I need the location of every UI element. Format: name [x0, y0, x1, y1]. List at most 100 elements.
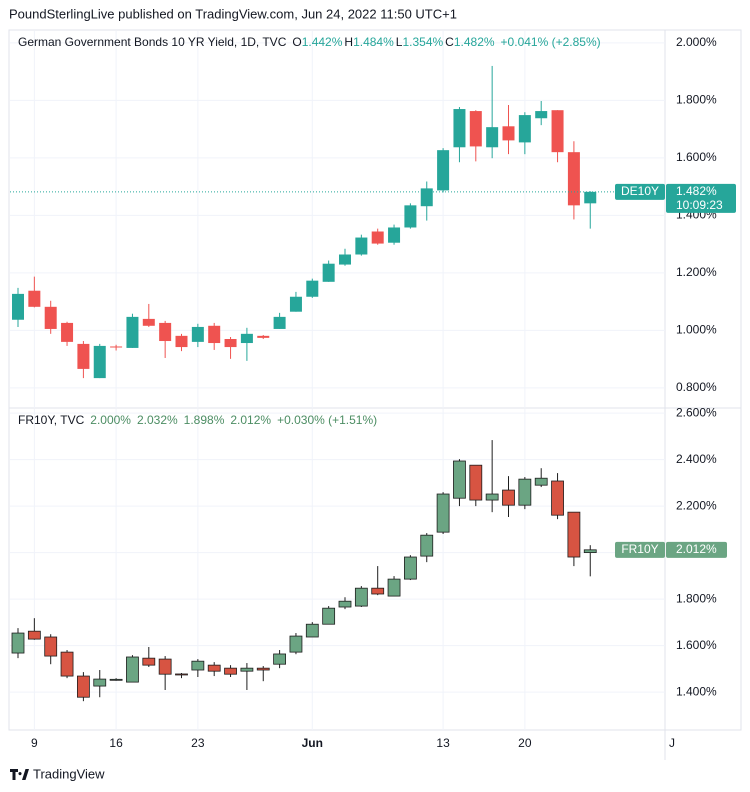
legend-part: FR10Y, TVC — [18, 413, 85, 427]
tv-logo — [10, 769, 29, 780]
candle-body — [518, 478, 532, 506]
candle-body — [403, 556, 417, 580]
x-tick-label: 13 — [436, 736, 450, 750]
candle-body — [257, 335, 270, 338]
y-tick-label: 1.600% — [676, 638, 717, 652]
legend-part: 1.482% — [454, 35, 495, 49]
candle-body — [502, 489, 515, 506]
candle-body — [551, 480, 564, 516]
candle-body — [12, 293, 24, 320]
x-tick-label: Jun — [302, 736, 323, 750]
candle-body — [355, 237, 368, 255]
candle-body — [93, 345, 106, 379]
candle-body — [584, 191, 597, 204]
candle-body — [551, 110, 564, 153]
candle-body — [420, 188, 433, 207]
candle-body — [338, 600, 352, 608]
legend-part: German Government Bonds 10 YR Yield, 1D,… — [18, 35, 287, 49]
y-tick-label: 1.200% — [676, 265, 717, 279]
publish-header: PoundSterlingLive published on TradingVi… — [9, 6, 457, 21]
legend-part: +0.030% (+1.51%) — [277, 413, 377, 427]
candle-body — [387, 578, 401, 597]
candle-body — [273, 653, 287, 665]
candle-body — [224, 667, 237, 675]
candle-body — [44, 306, 57, 329]
candle-body — [485, 493, 499, 501]
legend-part: 2.032% — [137, 413, 178, 427]
candle-body — [354, 587, 368, 607]
x-tick-label: 16 — [109, 736, 123, 750]
candle-body — [371, 231, 384, 244]
candle-body — [191, 326, 204, 342]
candle-body — [469, 464, 483, 501]
candle-body — [110, 346, 123, 348]
candle-body — [28, 290, 41, 307]
symbol-tag — [615, 541, 665, 558]
candle-body — [44, 636, 58, 657]
footer-brand: TradingView — [33, 766, 105, 781]
legend-part: 1.354% — [402, 35, 443, 49]
candle-body — [11, 632, 25, 654]
legend-part: L — [396, 35, 403, 49]
candle-body — [486, 127, 499, 148]
candle-body — [191, 660, 205, 671]
candle-body — [567, 152, 580, 206]
candle-body — [583, 549, 597, 554]
x-tick-label: 23 — [191, 736, 205, 750]
candle-body — [371, 587, 385, 595]
x-tick-label: 20 — [518, 736, 532, 750]
candle-body — [322, 263, 335, 282]
symbol-tag — [615, 183, 665, 200]
candle-body — [306, 280, 319, 297]
candle-body — [27, 630, 41, 640]
candle-body — [207, 664, 221, 672]
y-tick-label: 2.600% — [676, 405, 717, 419]
candle-body — [436, 493, 450, 533]
candle-body — [289, 296, 302, 312]
candle-body — [420, 534, 434, 557]
y-tick-label: 1.800% — [676, 591, 717, 605]
legend: German Government Bonds 10 YR Yield, 1D,… — [18, 35, 601, 49]
candle-body — [567, 511, 581, 558]
symbol-tag-text: FR10Y — [621, 542, 658, 556]
candle-body — [93, 678, 107, 687]
candle-body — [142, 318, 155, 326]
y-tick-label: 1.000% — [676, 323, 717, 337]
candle-body — [289, 635, 303, 653]
candle-body — [61, 322, 74, 342]
candle-body — [126, 316, 139, 348]
candle-body — [388, 227, 401, 243]
candle-body — [158, 658, 172, 675]
candle-body — [142, 657, 156, 666]
candle-body — [453, 109, 466, 148]
candle-body — [175, 673, 188, 676]
candle-body — [77, 675, 90, 698]
y-tick-label: 2.000% — [676, 35, 717, 49]
y-tick-label: 1.800% — [676, 93, 717, 107]
candle-body — [305, 623, 319, 638]
candle-body — [175, 335, 188, 348]
y-tick-label: 1.600% — [676, 150, 717, 164]
candle-body — [256, 667, 270, 671]
legend-part: +0.041% (+2.85%) — [501, 35, 601, 49]
candles — [12, 65, 597, 379]
price-tag-text: 1.482% — [676, 184, 717, 198]
candle-body — [535, 111, 548, 119]
candle-body — [502, 126, 515, 141]
price-tag — [666, 541, 727, 558]
candle-body — [534, 477, 548, 486]
candle-body — [404, 205, 417, 228]
legend-part: C — [445, 35, 454, 49]
symbol-tag-text: DE10Y — [621, 184, 659, 198]
candle-body — [469, 111, 482, 147]
legend: FR10Y, TVC 2.000% 2.032% 1.898% 2.012% +0.030… — [18, 413, 377, 427]
countdown-text: 10:09:23 — [676, 198, 723, 212]
chart-frame — [8, 29, 742, 731]
price-tag — [666, 183, 736, 213]
candle-body — [339, 254, 351, 265]
candle-body — [208, 325, 221, 344]
legend-part: 1.898% — [184, 413, 225, 427]
x-tick-label: J — [669, 736, 675, 750]
